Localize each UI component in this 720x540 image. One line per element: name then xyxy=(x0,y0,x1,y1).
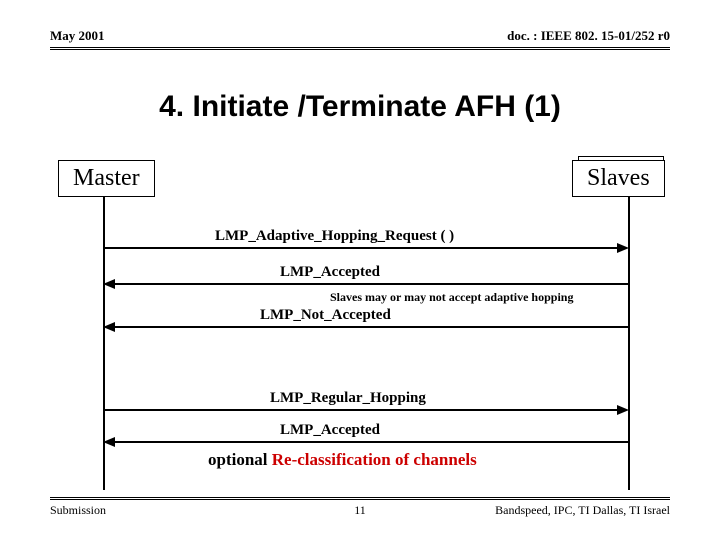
optional-prefix: optional xyxy=(208,450,272,469)
msg-not-accepted: LMP_Not_Accepted xyxy=(260,307,391,324)
footer-page: 11 xyxy=(257,503,464,518)
optional-red: Re-classification of channels xyxy=(272,450,477,469)
arrow-1-line xyxy=(104,247,619,249)
arrow-3-line xyxy=(113,326,628,328)
arrow-3-head xyxy=(103,322,115,332)
arrow-2-head xyxy=(103,279,115,289)
header-doc: doc. : IEEE 802. 15-01/252 r0 xyxy=(507,28,670,44)
header-date: May 2001 xyxy=(50,28,105,44)
arrow-4-line xyxy=(104,409,619,411)
arrow-1-head xyxy=(617,243,629,253)
arrow-5-head xyxy=(103,437,115,447)
note-accept: Slaves may or may not accept adaptive ho… xyxy=(330,290,573,305)
actor-master: Master xyxy=(58,160,155,197)
header-rule xyxy=(50,47,670,50)
msg-regular-hopping: LMP_Regular_Hopping xyxy=(270,390,426,407)
optional-note: optional Re-classification of channels xyxy=(208,450,477,470)
footer-submission: Submission xyxy=(50,503,257,518)
msg-accepted-1: LMP_Accepted xyxy=(280,264,380,281)
msg-adaptive-hopping-request: LMP_Adaptive_Hopping_Request ( ) xyxy=(215,228,454,245)
arrow-4-head xyxy=(617,405,629,415)
msg-accepted-2: LMP_Accepted xyxy=(280,422,380,439)
slide-title: 4. Initiate /Terminate AFH (1) xyxy=(0,90,720,124)
arrow-2-line xyxy=(113,283,628,285)
arrow-5-line xyxy=(113,441,628,443)
actor-slaves: Slaves xyxy=(572,160,665,197)
lifeline-slaves xyxy=(628,197,630,490)
footer-authors: Bandspeed, IPC, TI Dallas, TI Israel xyxy=(463,503,670,518)
footer-rule xyxy=(50,497,670,500)
